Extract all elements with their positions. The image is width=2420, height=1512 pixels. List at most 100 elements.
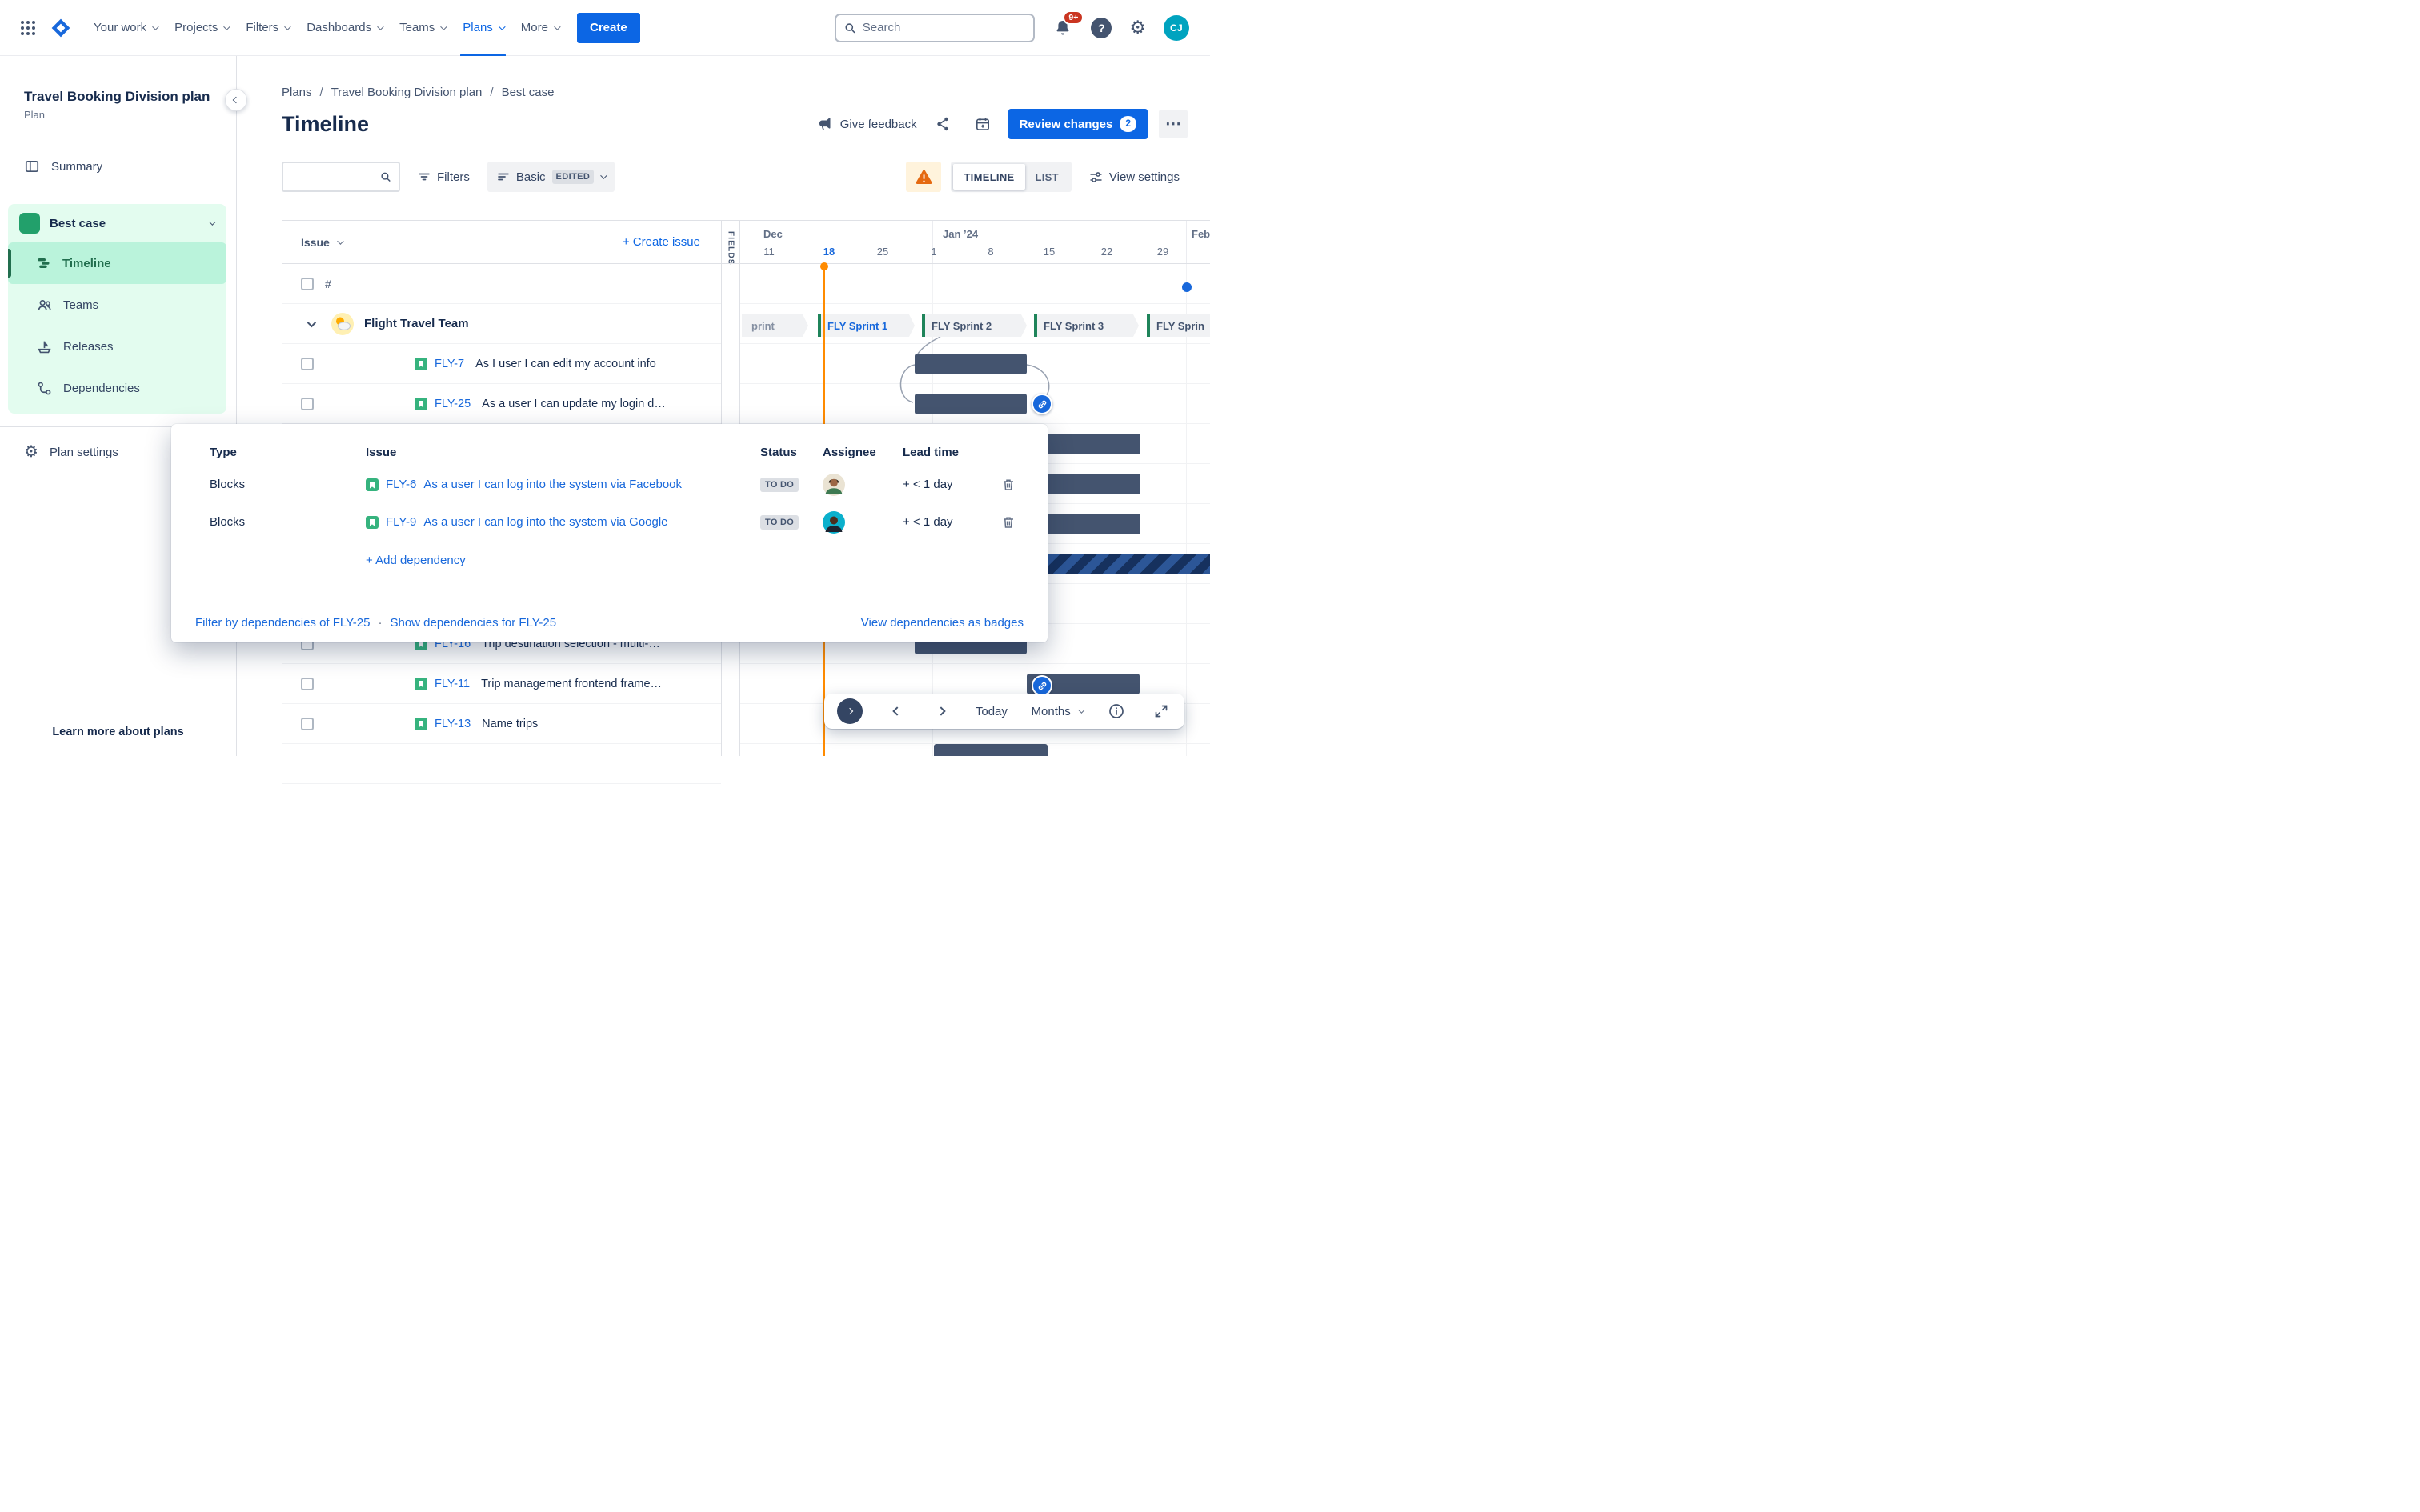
issue-row[interactable]: FLY-25 As a user I can update my login d… xyxy=(282,384,721,424)
issue-bar-fly25[interactable] xyxy=(915,394,1027,414)
nav-your-work[interactable]: Your work xyxy=(85,0,166,56)
nav-projects[interactable]: Projects xyxy=(166,0,237,56)
trash-icon xyxy=(1004,516,1013,528)
delete-dependency-button[interactable] xyxy=(997,511,1020,534)
info-button[interactable] xyxy=(1106,701,1127,722)
board-search[interactable] xyxy=(282,162,400,192)
global-search[interactable] xyxy=(835,13,1036,42)
team-name: Flight Travel Team xyxy=(364,317,469,330)
group-row[interactable]: Flight Travel Team xyxy=(282,304,721,344)
expand-panel-button[interactable] xyxy=(837,698,863,724)
issue-key[interactable]: FLY-25 xyxy=(435,397,471,410)
view-preset-button[interactable]: Basic EDITED xyxy=(487,162,615,192)
sprint-bar[interactable]: FLY Sprint 2 xyxy=(922,314,1027,337)
review-changes-label: Review changes xyxy=(1019,117,1113,131)
assignee-avatar[interactable] xyxy=(823,510,903,534)
tab-timeline[interactable]: TIMELINE xyxy=(953,164,1025,190)
issue-key[interactable]: FLY-11 xyxy=(435,677,471,690)
sidebar-item-plan-settings[interactable]: ⚙ Plan settings xyxy=(0,432,236,472)
view-settings-button[interactable]: View settings xyxy=(1081,162,1188,192)
issue-column-header[interactable]: Issue xyxy=(301,236,344,249)
calendar-add-button[interactable] xyxy=(968,110,997,138)
today-button[interactable]: Today xyxy=(975,704,1008,718)
sprint-bar[interactable]: FLY Sprint 1 xyxy=(818,314,915,337)
search-input[interactable] xyxy=(862,21,1026,34)
nav-dashboards[interactable]: Dashboards xyxy=(298,0,391,56)
sidebar-item-releases[interactable]: Releases xyxy=(8,326,226,367)
add-dependency-button[interactable]: + Add dependency xyxy=(366,554,466,567)
issue-bar-fly7[interactable] xyxy=(915,354,1027,374)
filters-button[interactable]: Filters xyxy=(410,162,478,192)
nav-more[interactable]: More xyxy=(512,0,567,56)
release-marker[interactable] xyxy=(1182,282,1192,292)
breadcrumb-plans[interactable]: Plans xyxy=(282,86,312,99)
row-checkbox[interactable] xyxy=(301,277,314,290)
nav-teams[interactable]: Teams xyxy=(391,0,454,56)
warnings-button[interactable] xyxy=(906,162,942,192)
issue-key[interactable]: FLY-13 xyxy=(435,717,471,730)
delete-dependency-button[interactable] xyxy=(997,474,1020,496)
issue-row[interactable]: FLY-7 As I user I can edit my account in… xyxy=(282,344,721,384)
learn-more-link[interactable]: Learn more about plans xyxy=(52,726,184,738)
sidebar-item-summary[interactable]: Summary xyxy=(0,148,236,185)
board-search-input[interactable] xyxy=(290,170,376,183)
issue-row[interactable]: FLY-11 Trip management frontend frame… xyxy=(282,664,721,704)
give-feedback-button[interactable]: Give feedback xyxy=(817,116,917,132)
sidebar-item-teams[interactable]: Teams xyxy=(8,284,226,326)
chevron-left-icon xyxy=(232,96,240,104)
dependencies-popup: Type Issue Status Assignee Lead time Blo… xyxy=(171,424,1048,642)
chevron-down-icon xyxy=(554,22,561,30)
dependency-issue-link[interactable]: FLY-9 As a user I can log into the syste… xyxy=(366,515,760,529)
share-button[interactable] xyxy=(928,110,957,138)
create-issue-button[interactable]: + Create issue xyxy=(622,235,700,249)
app-switcher-icon[interactable] xyxy=(14,14,42,42)
help-button[interactable]: ? xyxy=(1091,17,1112,38)
jira-logo[interactable] xyxy=(45,12,77,44)
row-checkbox[interactable] xyxy=(301,357,314,370)
user-avatar[interactable]: CJ xyxy=(1164,14,1189,41)
dependency-link-icon[interactable] xyxy=(1032,675,1052,696)
assignee-avatar[interactable] xyxy=(823,473,903,496)
create-button[interactable]: Create xyxy=(576,12,640,43)
sprint-bar[interactable]: FLY Sprin xyxy=(1147,314,1210,337)
nav-plans[interactable]: Plans xyxy=(454,0,512,56)
show-dependencies-link[interactable]: Show dependencies for FLY-25 xyxy=(390,616,557,630)
scroll-right-button[interactable] xyxy=(931,701,952,722)
lead-time: + < 1 day xyxy=(903,515,953,529)
breadcrumb-plan-name[interactable]: Travel Booking Division plan xyxy=(331,86,483,99)
sidebar-item-dependencies[interactable]: Dependencies xyxy=(8,367,226,409)
column-header-type: Type xyxy=(210,445,237,459)
more-actions-button[interactable]: ⋯ xyxy=(1159,110,1188,138)
fullscreen-button[interactable] xyxy=(1151,701,1172,722)
story-icon xyxy=(415,677,427,690)
issue-row[interactable]: FLY-13 Name trips xyxy=(282,704,721,744)
sidebar-collapse-button[interactable] xyxy=(225,89,247,111)
sprint-bar[interactable]: FLY Sprint 3 xyxy=(1034,314,1139,337)
row-checkbox[interactable] xyxy=(301,717,314,730)
sidebar-item-timeline[interactable]: Timeline xyxy=(8,242,226,285)
active-indicator xyxy=(8,249,11,278)
notifications-button[interactable]: 9+ xyxy=(1052,10,1084,38)
group-collapse-button[interactable] xyxy=(302,318,319,327)
breadcrumb: Plans / Travel Booking Division plan / B… xyxy=(282,86,1210,99)
issue-bar-partial[interactable] xyxy=(934,744,1048,756)
date-label: 11 xyxy=(763,246,775,258)
scroll-left-button[interactable] xyxy=(887,701,908,722)
settings-button[interactable]: ⚙ xyxy=(1129,18,1146,37)
summary-icon xyxy=(25,161,39,173)
nav-filters[interactable]: Filters xyxy=(237,0,298,56)
dependency-link-icon[interactable] xyxy=(1032,394,1052,414)
filter-by-dependencies-link[interactable]: Filter by dependencies of FLY-25 xyxy=(195,616,371,630)
sprint-bar[interactable]: print xyxy=(742,314,808,337)
row-checkbox[interactable] xyxy=(301,677,314,690)
scenario-header[interactable]: Best case xyxy=(8,204,226,242)
dependency-issue-link[interactable]: FLY-6 As a user I can log into the syste… xyxy=(366,478,760,491)
breadcrumb-scenario[interactable]: Best case xyxy=(501,86,555,99)
issue-key[interactable]: FLY-7 xyxy=(435,357,465,370)
review-changes-button[interactable]: Review changes 2 xyxy=(1008,109,1148,139)
row-checkbox[interactable] xyxy=(301,397,314,410)
filter-icon xyxy=(419,173,430,181)
view-dependencies-as-badges-link[interactable]: View dependencies as badges xyxy=(860,616,1024,630)
zoom-level-dropdown[interactable]: Months xyxy=(1032,705,1085,718)
tab-list[interactable]: LIST xyxy=(1025,164,1069,190)
